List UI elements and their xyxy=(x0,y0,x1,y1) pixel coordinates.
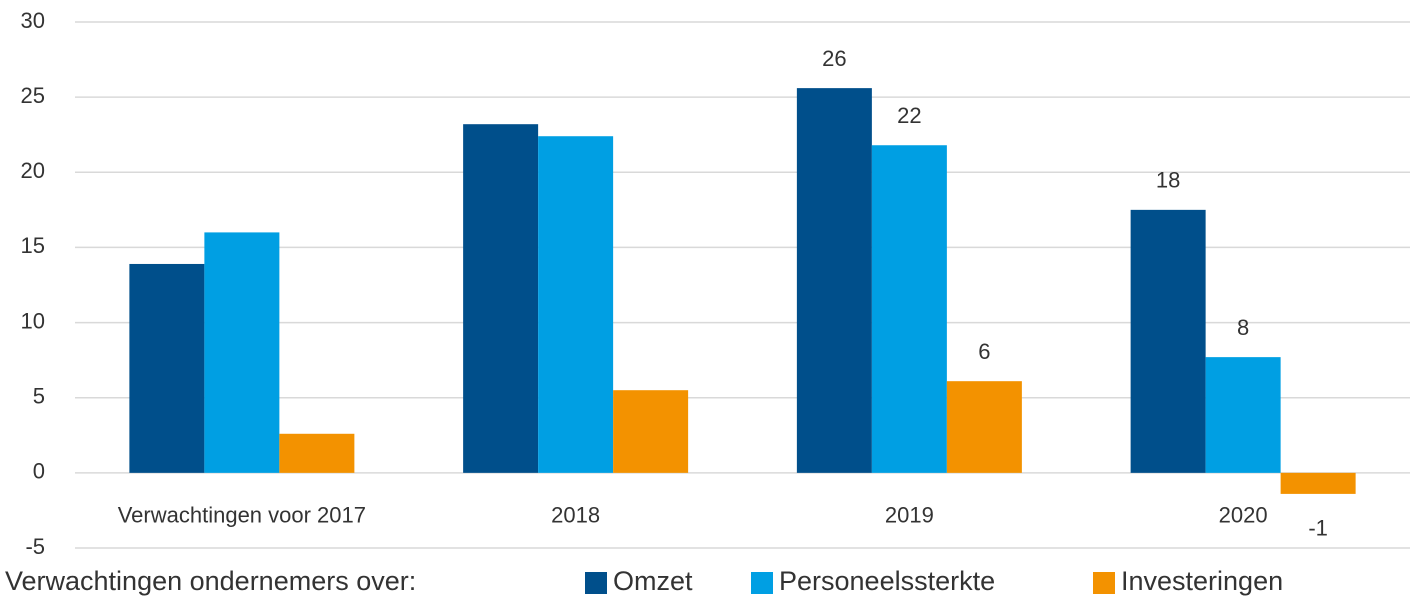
y-tick-label: 10 xyxy=(21,308,45,333)
y-tick-label: 20 xyxy=(21,158,45,183)
legend-swatch xyxy=(585,572,607,594)
y-tick-label: -5 xyxy=(25,534,45,559)
bar xyxy=(796,88,872,473)
x-tick-label: 2018 xyxy=(551,503,600,528)
data-label: 8 xyxy=(1237,315,1249,340)
bar xyxy=(613,390,689,473)
bar xyxy=(946,381,1022,473)
y-tick-label: 5 xyxy=(33,384,45,409)
legend-label: Investeringen xyxy=(1121,566,1283,596)
data-label: 18 xyxy=(1156,168,1180,193)
data-label: 26 xyxy=(822,46,846,71)
x-tick-label: 2020 xyxy=(1219,503,1268,528)
bar xyxy=(1280,472,1356,494)
legend-swatch xyxy=(751,572,773,594)
x-tick-label: Verwachtingen voor 2017 xyxy=(118,503,366,528)
bar xyxy=(129,263,205,473)
y-tick-label: 30 xyxy=(21,8,45,33)
data-label: 6 xyxy=(978,339,990,364)
bar xyxy=(279,433,355,473)
bar xyxy=(871,145,947,473)
legend-label: Personeelssterkte xyxy=(779,566,995,596)
legend-title: Verwachtingen ondernemers over: xyxy=(5,566,416,596)
bar xyxy=(463,124,539,473)
bar xyxy=(204,232,280,473)
y-tick-label: 15 xyxy=(21,233,45,258)
bar xyxy=(538,136,614,473)
y-tick-label: 0 xyxy=(33,459,45,484)
data-label: -1 xyxy=(1308,516,1328,541)
legend-label: Omzet xyxy=(613,566,693,596)
y-tick-label: 25 xyxy=(21,83,45,108)
bar xyxy=(1130,209,1206,473)
legend: Verwachtingen ondernemers over: Omzet Per… xyxy=(5,566,1283,596)
data-label: 22 xyxy=(897,103,921,128)
x-tick-label: 2019 xyxy=(885,503,934,528)
bar xyxy=(1205,357,1281,473)
legend-swatch xyxy=(1093,572,1115,594)
